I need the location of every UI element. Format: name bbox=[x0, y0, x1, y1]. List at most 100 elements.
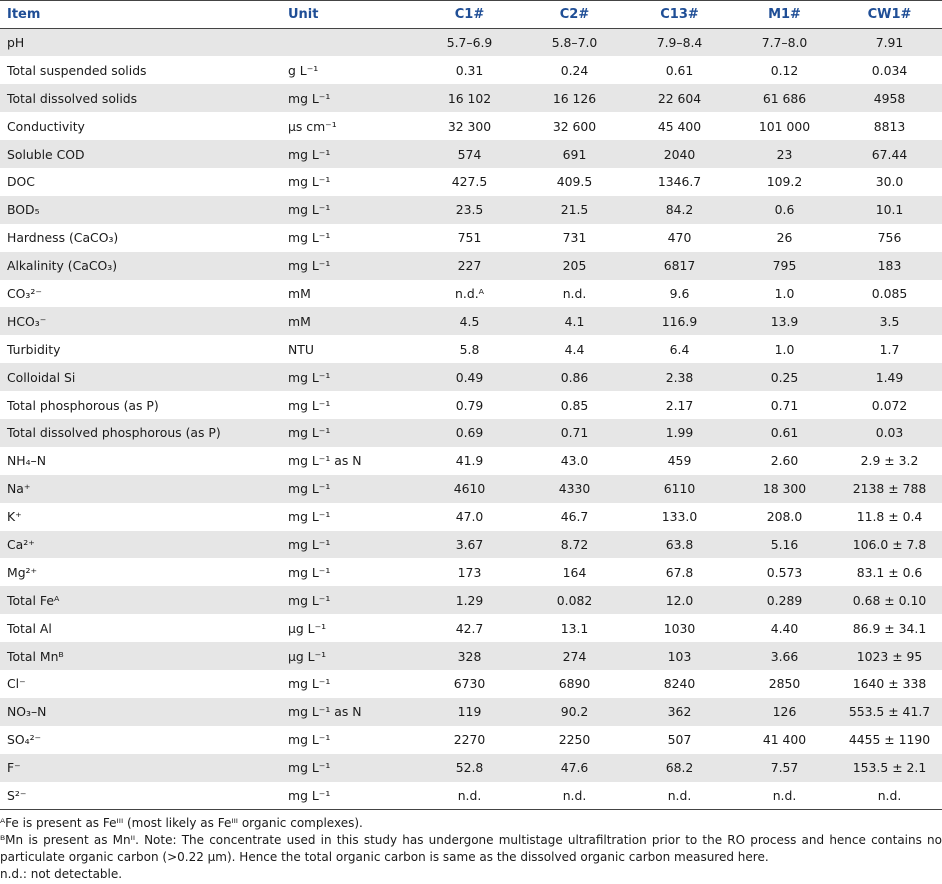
cell-cw1: 67.44 bbox=[871, 146, 908, 162]
cell-m1: 795 bbox=[772, 258, 797, 274]
table-row: DOC mg L⁻¹ 427.5 409.5 1346.7 109.2 30.0 bbox=[0, 168, 942, 196]
cell-c13: 6817 bbox=[663, 258, 696, 274]
cell-cw1: 0.68 ± 0.10 bbox=[852, 592, 927, 608]
cell-item: Total Mnᴮ bbox=[7, 648, 64, 664]
cell-c2: 4.1 bbox=[564, 313, 585, 329]
cell-unit: NTU bbox=[288, 341, 314, 357]
cell-c13: 2.17 bbox=[665, 397, 694, 413]
cell-item: NH₄–N bbox=[7, 453, 47, 469]
cell-m1: 18 300 bbox=[762, 481, 807, 497]
cell-cw1: 83.1 ± 0.6 bbox=[856, 564, 923, 580]
cell-m1: 0.61 bbox=[770, 425, 799, 441]
cell-m1: 5.16 bbox=[770, 536, 799, 552]
table-row: HCO₃⁻ mM 4.5 4.1 116.9 13.9 3.5 bbox=[0, 307, 942, 336]
table-row: Total phosphorous (as P) mg L⁻¹ 0.79 0.85 2.… bbox=[0, 391, 942, 419]
cell-c13: 6.4 bbox=[669, 341, 690, 357]
cell-cw1: 1.7 bbox=[879, 341, 900, 357]
cell-unit: μg L⁻¹ bbox=[288, 620, 327, 636]
cell-c2: 90.2 bbox=[560, 704, 589, 720]
table-row: NO₃–N mg L⁻¹ as N 119 90.2 362 126 553.5 ± 41.… bbox=[0, 697, 942, 726]
cell-item: Total suspended solids bbox=[7, 62, 147, 78]
cell-unit: mg L⁻¹ as N bbox=[288, 704, 362, 720]
cell-unit: mg L⁻¹ bbox=[288, 230, 331, 246]
cell-c1: n.d.ᴬ bbox=[455, 285, 484, 301]
footnote-a: ᴬFe is present as Feᴵᴵᴵ (most likely as … bbox=[0, 816, 363, 830]
cell-c13: 6110 bbox=[663, 481, 696, 497]
cell-c1: 5.8 bbox=[459, 341, 480, 357]
cell-c2: 0.85 bbox=[560, 397, 589, 413]
cell-cw1: 2138 ± 788 bbox=[852, 481, 927, 497]
table-row: BOD₅ mg L⁻¹ 23.5 21.5 84.2 0.6 10.1 bbox=[0, 195, 942, 224]
cell-c2: 409.5 bbox=[556, 174, 593, 190]
table-header-row: Item Unit C1# C2# C13# M1# CW1# bbox=[0, 0, 942, 29]
cell-c2: 731 bbox=[562, 230, 587, 246]
table-row: SO₄²⁻ mg L⁻¹ 2270 2250 507 41 400 4455 ± 1190 bbox=[0, 726, 942, 754]
table-row: Turbidity NTU 5.8 4.4 6.4 1.0 1.7 bbox=[0, 335, 942, 363]
cell-c2: 32 600 bbox=[552, 118, 597, 134]
cell-c1: 119 bbox=[457, 704, 482, 720]
table-row: Mg²⁺ mg L⁻¹ 173 164 67.8 0.573 83.1 ± 0.6 bbox=[0, 558, 942, 586]
table-row: Total Feᴬ mg L⁻¹ 1.29 0.082 12.0 0.289 0.68 ± … bbox=[0, 586, 942, 615]
cell-c13: 470 bbox=[667, 230, 692, 246]
cell-cw1: 7.91 bbox=[875, 35, 904, 51]
cell-cw1: 11.8 ± 0.4 bbox=[856, 509, 923, 525]
cell-unit: μs cm⁻¹ bbox=[288, 118, 337, 134]
header-c1: C1# bbox=[454, 7, 485, 22]
table-footnotes: ᴬFe is present as Feᴵᴵᴵ (most likely as … bbox=[0, 815, 942, 883]
cell-cw1: 4958 bbox=[873, 90, 906, 106]
cell-c2: 43.0 bbox=[560, 453, 589, 469]
cell-m1: 0.71 bbox=[770, 397, 799, 413]
cell-item: S²⁻ bbox=[7, 787, 27, 803]
cell-unit: g L⁻¹ bbox=[288, 62, 319, 78]
cell-c1: 23.5 bbox=[455, 202, 484, 218]
cell-cw1: 183 bbox=[877, 258, 902, 274]
table-row: pH 5.7–6.9 5.8–7.0 7.9–8.4 7.7–8.0 7.91 bbox=[0, 28, 942, 57]
table-row: S²⁻ mg L⁻¹ n.d. n.d. n.d. n.d. n.d. bbox=[0, 782, 942, 810]
cell-m1: 126 bbox=[772, 704, 797, 720]
cell-c1: 4.5 bbox=[459, 313, 480, 329]
cell-cw1: 0.085 bbox=[871, 285, 908, 301]
cell-m1: 2.60 bbox=[770, 453, 799, 469]
cell-m1: 0.25 bbox=[770, 369, 799, 385]
cell-item: SO₄²⁻ bbox=[7, 732, 42, 748]
cell-c13: 84.2 bbox=[665, 202, 694, 218]
cell-c1: 16 102 bbox=[447, 90, 492, 106]
cell-c2: n.d. bbox=[562, 285, 587, 301]
water-quality-table: Item Unit C1# C2# C13# M1# CW1# pH 5.7–6.… bbox=[0, 0, 942, 810]
cell-c1: 1.29 bbox=[455, 592, 484, 608]
cell-cw1: 2.9 ± 3.2 bbox=[860, 453, 919, 469]
cell-c13: 9.6 bbox=[669, 285, 690, 301]
table-row: Conductivity μs cm⁻¹ 32 300 32 600 45 400 101… bbox=[0, 112, 942, 140]
cell-item: HCO₃⁻ bbox=[7, 313, 47, 329]
cell-unit: mg L⁻¹ as N bbox=[288, 453, 362, 469]
table-row: NH₄–N mg L⁻¹ as N 41.9 43.0 459 2.60 2.9 ± 3.2 bbox=[0, 447, 942, 475]
table-row: K⁺ mg L⁻¹ 47.0 46.7 133.0 208.0 11.8 ± 0.4 bbox=[0, 503, 942, 531]
cell-m1: 0.6 bbox=[774, 202, 795, 218]
cell-item: BOD₅ bbox=[7, 202, 40, 218]
cell-item: Mg²⁺ bbox=[7, 564, 38, 580]
cell-item: Total dissolved phosphorous (as P) bbox=[7, 425, 221, 441]
cell-c2: 0.24 bbox=[560, 62, 589, 78]
cell-unit: mg L⁻¹ bbox=[288, 90, 331, 106]
cell-c2: 0.71 bbox=[560, 425, 589, 441]
cell-c2: 6890 bbox=[558, 676, 591, 692]
cell-unit bbox=[281, 29, 417, 57]
cell-item: DOC bbox=[7, 174, 35, 190]
cell-unit: mg L⁻¹ bbox=[288, 676, 331, 692]
cell-cw1: 756 bbox=[877, 230, 902, 246]
cell-cw1: 1023 ± 95 bbox=[856, 648, 923, 664]
cell-unit: mg L⁻¹ bbox=[288, 369, 331, 385]
cell-m1: 3.66 bbox=[770, 648, 799, 664]
cell-m1: 4.40 bbox=[770, 620, 799, 636]
cell-cw1: 30.0 bbox=[875, 174, 904, 190]
cell-c13: 2040 bbox=[663, 146, 696, 162]
cell-unit: mg L⁻¹ bbox=[288, 202, 331, 218]
cell-item: pH bbox=[7, 35, 25, 51]
cell-c1: 574 bbox=[457, 146, 482, 162]
cell-c2: 13.1 bbox=[560, 620, 589, 636]
cell-item: Total phosphorous (as P) bbox=[7, 397, 159, 413]
cell-unit: mg L⁻¹ bbox=[288, 564, 331, 580]
table-row: Total suspended solids g L⁻¹ 0.31 0.24 0.61 0… bbox=[0, 56, 942, 84]
cell-unit: mg L⁻¹ bbox=[288, 509, 331, 525]
cell-c13: 103 bbox=[667, 648, 692, 664]
